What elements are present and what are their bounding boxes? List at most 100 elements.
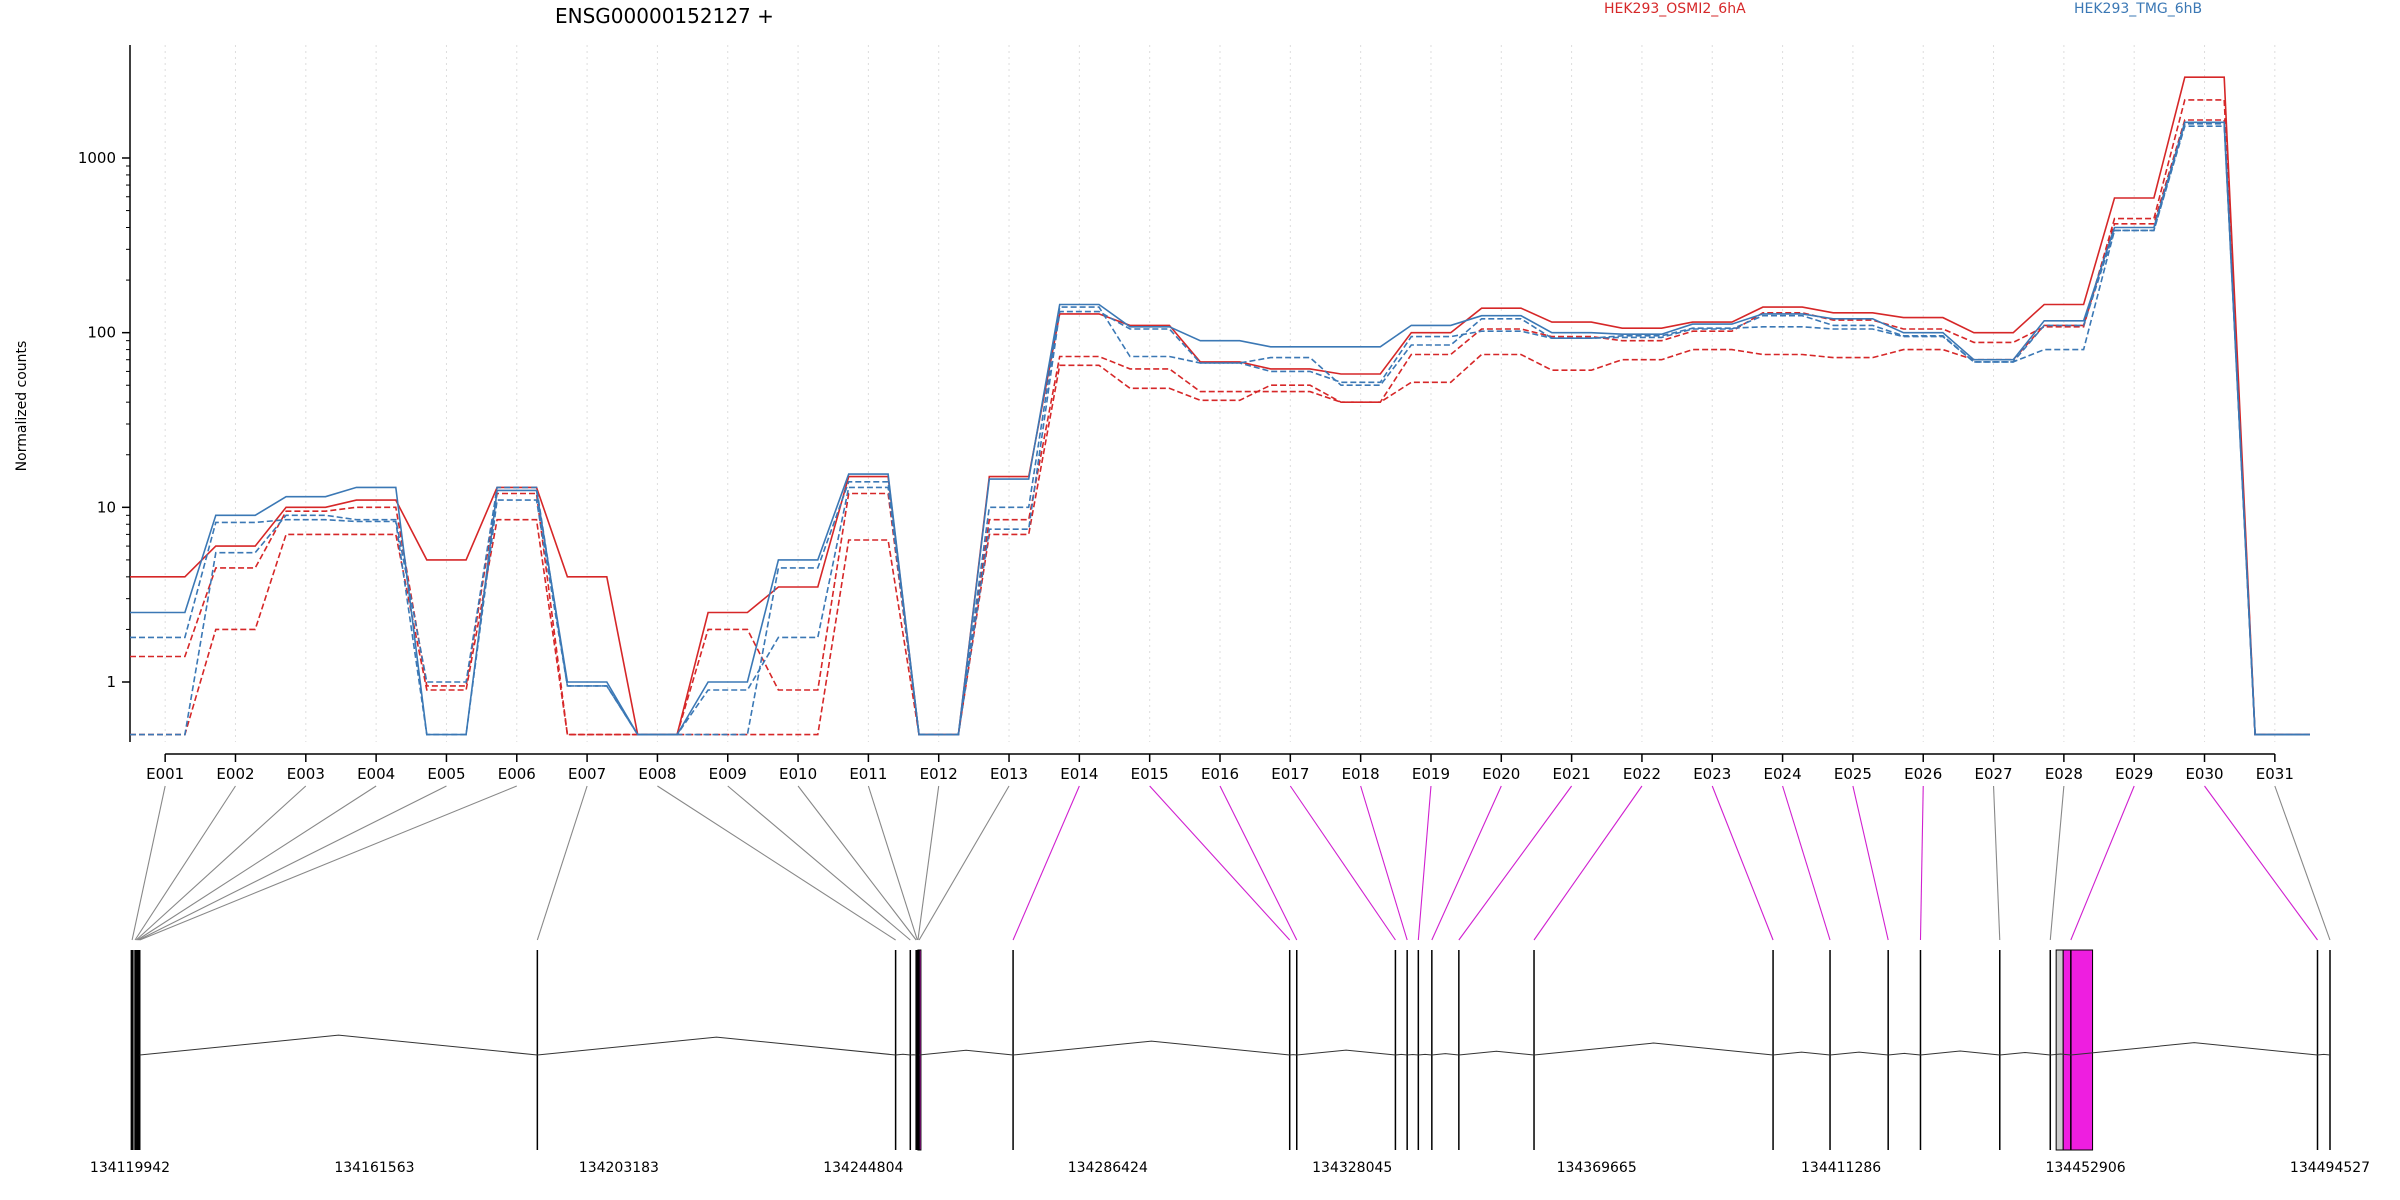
intron-line xyxy=(1395,1053,1408,1056)
intron-line xyxy=(1773,1051,1831,1056)
x-tick-label: E028 xyxy=(2045,765,2083,783)
exon-connector xyxy=(1012,785,1080,941)
x-tick-label: E014 xyxy=(1060,765,1098,783)
exon-connector xyxy=(1533,785,1643,941)
x-tick-label: E015 xyxy=(1131,765,1169,783)
exon-connector xyxy=(2204,785,2318,941)
exon-connector xyxy=(1431,785,1502,941)
legend-label-osmi2: HEK293_OSMI2_6hA xyxy=(1604,1,1746,17)
intron-line xyxy=(1829,1051,1889,1056)
x-tick-label: E018 xyxy=(1342,765,1380,783)
x-tick-label: E023 xyxy=(1693,765,1731,783)
exon-connector xyxy=(2049,785,2065,941)
exon-connector xyxy=(1852,785,1889,941)
x-tick-label: E016 xyxy=(1201,765,1239,783)
coordinate-label: 134203183 xyxy=(579,1160,659,1176)
coordinate-label: 134161563 xyxy=(334,1160,414,1176)
exon-connector xyxy=(131,785,166,941)
exon-connector xyxy=(1360,785,1408,941)
series-lines xyxy=(130,76,2310,736)
intron-line xyxy=(2070,1042,2318,1056)
y-axis-label: Normalized counts xyxy=(14,341,30,472)
x-tick-label: E006 xyxy=(498,765,536,783)
series-line xyxy=(130,125,2310,736)
intron-line xyxy=(1533,1042,1774,1056)
intron-line xyxy=(1296,1049,1396,1056)
x-tick-label: E024 xyxy=(1764,765,1802,783)
series-line xyxy=(130,123,2310,736)
exon-block xyxy=(2062,949,2094,1151)
x-tick-label: E009 xyxy=(709,765,747,783)
coordinate-label: 134369665 xyxy=(1557,1160,1637,1176)
x-tick-label: E010 xyxy=(779,765,817,783)
series-line xyxy=(130,121,2310,736)
exon-connector xyxy=(1711,785,1774,941)
intron-line xyxy=(1920,1050,2000,1056)
x-tick-label: E007 xyxy=(568,765,606,783)
x-tick-label: E003 xyxy=(287,765,325,783)
x-tick-label: E013 xyxy=(990,765,1028,783)
exon-connector xyxy=(918,785,1010,941)
exon-connector xyxy=(1417,785,1432,941)
intron-line xyxy=(1431,1053,1459,1056)
exon-connector xyxy=(139,785,517,941)
exon-connector xyxy=(657,785,896,941)
exon-connectors xyxy=(131,785,2331,941)
coordinate-label: 134328045 xyxy=(1312,1160,1392,1176)
x-tick-label: E004 xyxy=(357,765,395,783)
chart-title: ENSG00000152127 + xyxy=(555,4,774,28)
coordinate-label: 134286424 xyxy=(1068,1160,1148,1176)
x-tick-label: E025 xyxy=(1834,765,1872,783)
intron-line xyxy=(1888,1052,1921,1056)
x-tick-label: E031 xyxy=(2256,765,2294,783)
legend-label-tmg: HEK293_TMG_6hB xyxy=(2074,1,2202,17)
intron-line xyxy=(1458,1050,1535,1056)
x-tick-label: E008 xyxy=(638,765,676,783)
coordinate-label: 134452906 xyxy=(2045,1160,2125,1176)
exon-connector xyxy=(867,785,918,941)
exon-connector xyxy=(917,785,940,941)
x-tick-label: E019 xyxy=(1412,765,1450,783)
coordinate-label: 134494527 xyxy=(2290,1160,2370,1176)
exon-connector xyxy=(1149,785,1291,941)
intron-line xyxy=(1418,1053,1432,1056)
intron-line xyxy=(2317,1053,2331,1056)
exon-connector xyxy=(2070,785,2135,941)
x-tick-label: E021 xyxy=(1553,765,1591,783)
exon-connector xyxy=(1458,785,1573,941)
x-tick-label: E027 xyxy=(1974,765,2012,783)
exon-connector xyxy=(797,785,917,941)
plot-axes: 1 10 100 1000 xyxy=(78,45,2275,755)
exon-connector xyxy=(1782,785,1831,941)
coordinate-label: 134244804 xyxy=(823,1160,903,1176)
x-tick-label: E017 xyxy=(1271,765,1309,783)
intron-line xyxy=(895,1053,911,1056)
x-tick-label: E026 xyxy=(1904,765,1942,783)
x-tick-label: E005 xyxy=(427,765,465,783)
exon-tick-labels: E001 E002 E003 E004 E005 E006 E007 E008 E009 E010… xyxy=(146,754,2294,783)
exon-block xyxy=(2055,949,2064,1151)
intron-line xyxy=(139,1034,538,1056)
exon-connector xyxy=(1919,785,1924,941)
intron-line xyxy=(1013,1040,1290,1056)
intron-line xyxy=(1407,1053,1419,1056)
coordinate-label: 134119942 xyxy=(90,1160,170,1176)
genomic-coordinate-labels: 134119942 134161563 134203183 134244804 1342… xyxy=(90,1160,2370,1176)
exon-connector xyxy=(134,785,236,941)
intron-line xyxy=(537,1036,896,1056)
x-tick-label: E002 xyxy=(216,765,254,783)
x-tick-label: E012 xyxy=(920,765,958,783)
y-tick-label: 1000 xyxy=(78,149,116,167)
x-tick-label: E029 xyxy=(2115,765,2153,783)
exon-connector xyxy=(1992,785,2001,941)
x-tick-label: E001 xyxy=(146,765,184,783)
exon-connector xyxy=(536,785,588,941)
exon-connector xyxy=(135,785,307,941)
gene-model xyxy=(130,949,2331,1151)
y-tick-label: 10 xyxy=(97,498,116,516)
x-tick-label: E022 xyxy=(1623,765,1661,783)
exon-connector xyxy=(727,785,911,941)
exon-connector xyxy=(137,785,377,941)
intron-line xyxy=(1999,1051,2051,1056)
